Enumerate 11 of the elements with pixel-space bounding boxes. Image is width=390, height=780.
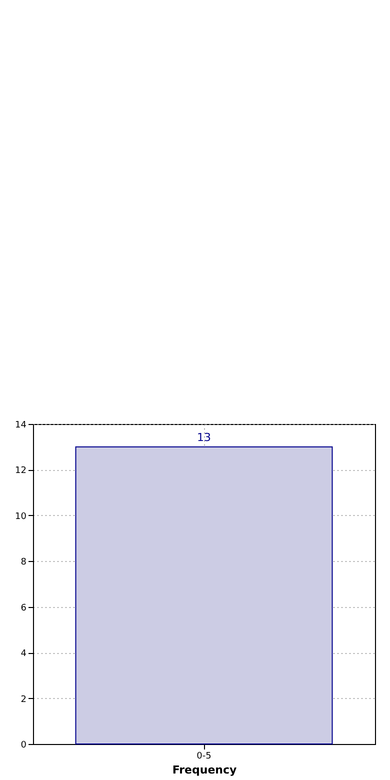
y-tick-label: 6 [20, 603, 27, 614]
y-tick-label: 14 [15, 420, 27, 430]
y-tick-label: 10 [15, 512, 27, 522]
y-tick-label: 12 [15, 466, 26, 476]
y-tick-label: 2 [20, 694, 26, 705]
x-axis-title: Frequency [172, 764, 237, 776]
y-tick-label: 4 [20, 649, 27, 660]
y-tick-label: 0 [20, 740, 27, 750]
x-tick-label: 0-5 [196, 752, 212, 762]
y-tick-label: 8 [20, 558, 27, 568]
data-label: 13 [197, 430, 211, 444]
